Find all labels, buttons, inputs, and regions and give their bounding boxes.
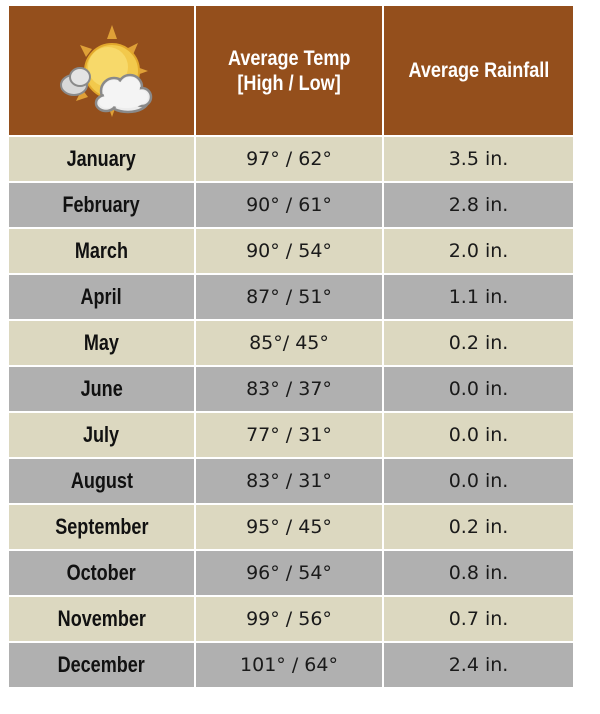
month-cell: October [7, 549, 196, 597]
climate-table: Average Temp [High / Low] Average Rainfa… [7, 4, 575, 689]
header-icon-cell [7, 4, 196, 137]
table-row: October 96° / 54° 0.8 in. [7, 549, 575, 597]
temp-cell: 87° / 51° [194, 273, 384, 321]
temp-cell: 96° / 54° [194, 549, 384, 597]
rainfall-cell: 0.0 in. [382, 411, 575, 459]
temp-cell: 83° / 37° [194, 365, 384, 413]
header-avg-temp-line2: [High / Low] [237, 71, 341, 95]
month-label: August [70, 468, 133, 493]
month-label: May [83, 330, 120, 355]
month-cell: March [7, 227, 196, 275]
header-avg-rainfall: Average Rainfall [382, 4, 575, 137]
table-row: August 83° / 31° 0.0 in. [7, 457, 575, 505]
rainfall-cell: 0.0 in. [382, 457, 575, 505]
month-label: November [57, 606, 146, 631]
header-avg-temp: Average Temp [High / Low] [194, 4, 384, 137]
rainfall-cell: 2.4 in. [382, 641, 575, 689]
table-row: May 85°/ 45° 0.2 in. [7, 319, 575, 367]
temp-cell: 85°/ 45° [194, 319, 384, 367]
table-row: December 101° / 64° 2.4 in. [7, 641, 575, 689]
header-avg-rainfall-label: Average Rainfall [408, 59, 549, 82]
header-row: Average Temp [High / Low] Average Rainfa… [7, 4, 575, 137]
month-label: September [54, 514, 149, 539]
temp-cell: 95° / 45° [194, 503, 384, 551]
rainfall-cell: 2.0 in. [382, 227, 575, 275]
header-avg-temp-line1: Average Temp [227, 46, 351, 70]
table-row: September 95° / 45° 0.2 in. [7, 503, 575, 551]
temp-cell: 77° / 31° [194, 411, 384, 459]
month-cell: January [7, 135, 196, 183]
table-row: November 99° / 56° 0.7 in. [7, 595, 575, 643]
month-cell: April [7, 273, 196, 321]
rainfall-cell: 0.2 in. [382, 319, 575, 367]
table-row: February 90° / 61° 2.8 in. [7, 181, 575, 229]
rainfall-cell: 3.5 in. [382, 135, 575, 183]
temp-cell: 83° / 31° [194, 457, 384, 505]
month-label: June [80, 376, 123, 401]
temp-cell: 99° / 56° [194, 595, 384, 643]
month-label: December [57, 652, 146, 677]
table-row: June 83° / 37° 0.0 in. [7, 365, 575, 413]
table-row: April 87° / 51° 1.1 in. [7, 273, 575, 321]
rainfall-cell: 0.8 in. [382, 549, 575, 597]
month-label: October [66, 560, 137, 585]
partly-cloudy-sun-icon [59, 24, 152, 117]
temp-cell: 101° / 64° [194, 641, 384, 689]
month-cell: June [7, 365, 196, 413]
rainfall-cell: 0.0 in. [382, 365, 575, 413]
temp-cell: 90° / 54° [194, 227, 384, 275]
rainfall-cell: 0.2 in. [382, 503, 575, 551]
month-label: July [83, 422, 120, 447]
month-cell: August [7, 457, 196, 505]
month-cell: May [7, 319, 196, 367]
month-label: February [62, 192, 141, 217]
month-cell: July [7, 411, 196, 459]
month-cell: February [7, 181, 196, 229]
month-label: April [80, 284, 123, 309]
month-cell: September [7, 503, 196, 551]
temp-cell: 90° / 61° [194, 181, 384, 229]
month-label: January [66, 146, 137, 171]
table-row: January 97° / 62° 3.5 in. [7, 135, 575, 183]
temp-cell: 97° / 62° [194, 135, 384, 183]
rainfall-cell: 1.1 in. [382, 273, 575, 321]
rainfall-cell: 2.8 in. [382, 181, 575, 229]
month-cell: November [7, 595, 196, 643]
table-row: March 90° / 54° 2.0 in. [7, 227, 575, 275]
month-label: March [74, 238, 129, 263]
month-cell: December [7, 641, 196, 689]
table-row: July 77° / 31° 0.0 in. [7, 411, 575, 459]
rainfall-cell: 0.7 in. [382, 595, 575, 643]
